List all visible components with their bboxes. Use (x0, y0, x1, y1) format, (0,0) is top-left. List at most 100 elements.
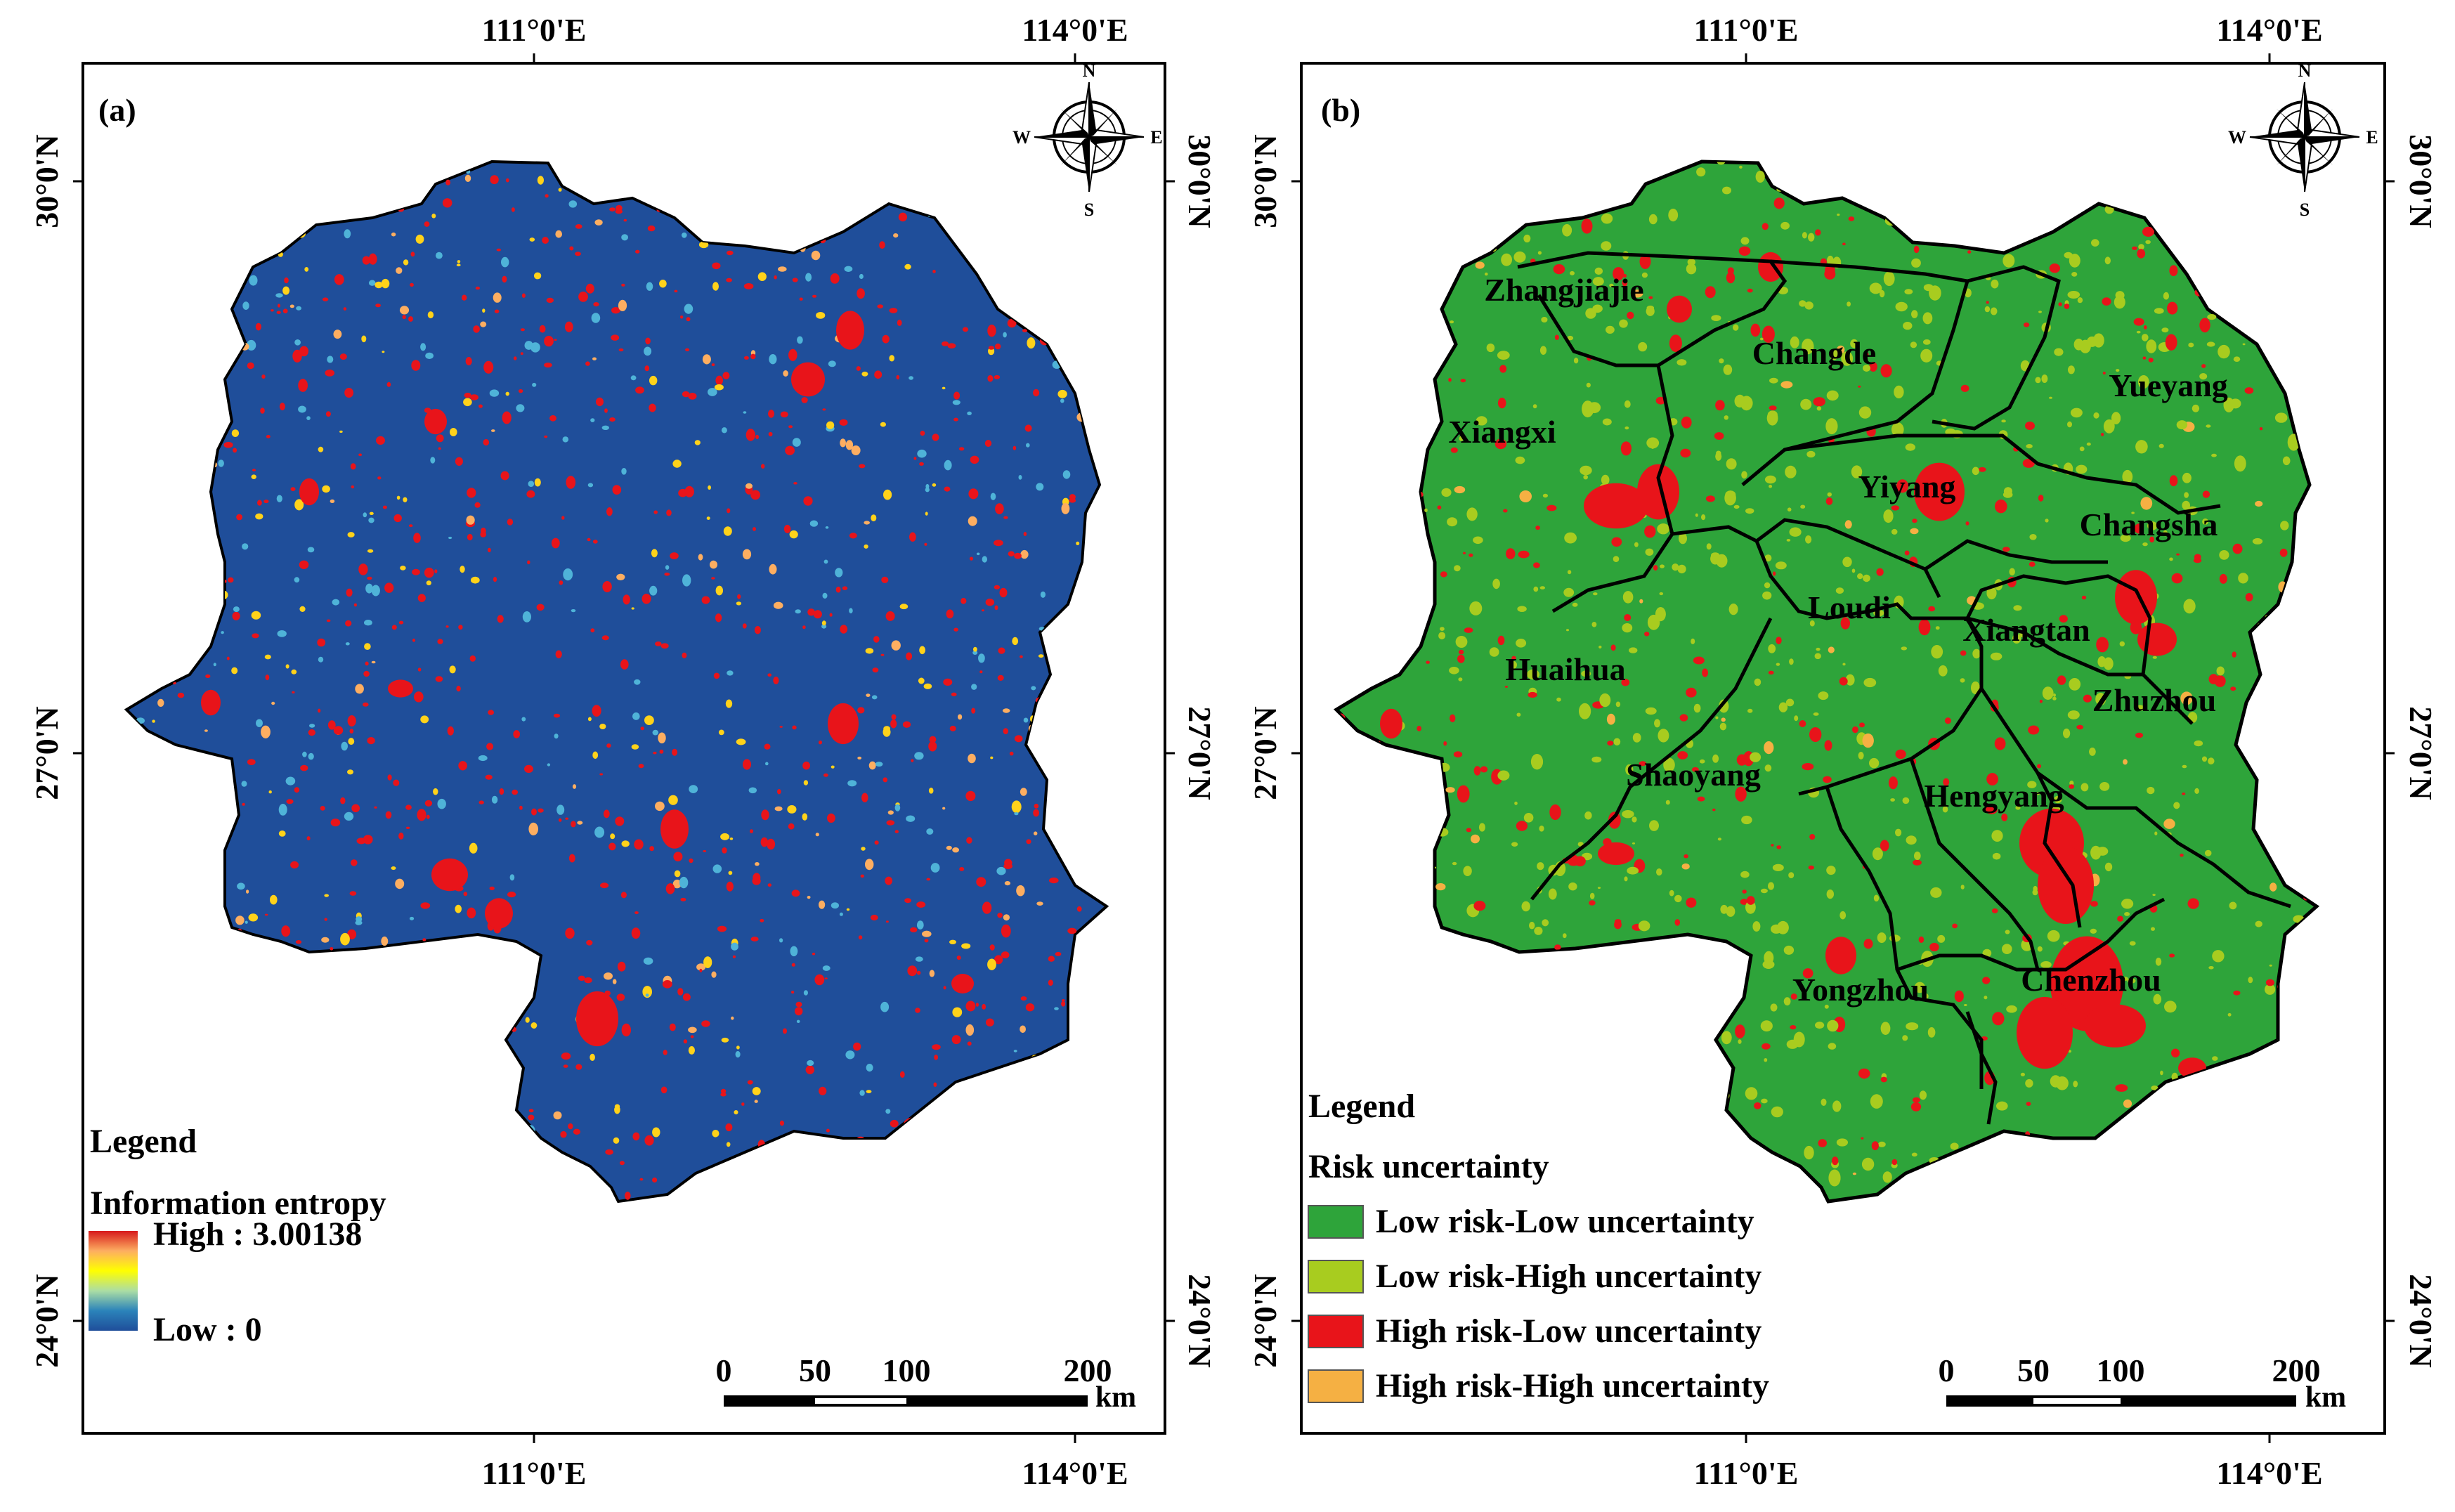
risk-speck (1346, 557, 1357, 569)
risk-speck (1844, 520, 1852, 529)
entropy-speck (701, 1020, 710, 1027)
risk-speck (1649, 820, 1659, 831)
risk-speck (1896, 479, 1909, 493)
entropy-speck (572, 784, 577, 789)
entropy-speck (1051, 178, 1060, 185)
risk-speck (1677, 751, 1688, 760)
risk-speck (2053, 693, 2056, 697)
entropy-speck (1044, 186, 1054, 194)
risk-speck (1469, 553, 1473, 557)
entropy-speck (614, 1104, 620, 1109)
risk-speck (1717, 162, 1726, 165)
risk-speck (2259, 427, 2263, 431)
entropy-speck (531, 808, 537, 816)
entropy-speck (894, 804, 901, 812)
entropy-speck (600, 882, 609, 889)
risk-speck (2229, 294, 2235, 298)
entropy-speck (363, 512, 367, 518)
entropy-speck (866, 693, 871, 697)
entropy-speck (812, 952, 816, 956)
risk-speck (1495, 438, 1507, 450)
risk-speck (1669, 334, 1682, 352)
risk-speck (2152, 894, 2156, 897)
risk-speck (2273, 258, 2286, 273)
risk-speck (1548, 888, 1557, 900)
risk-speck (2279, 632, 2284, 637)
entropy-speck (411, 150, 420, 160)
entropy-speck (593, 302, 599, 307)
risk-speck (1641, 272, 1648, 278)
risk-speck (1717, 838, 1721, 841)
risk-speck (1410, 808, 1423, 819)
entropy-speck (965, 790, 976, 802)
risk-speck (2215, 1095, 2226, 1108)
entropy-speck (233, 606, 240, 613)
entropy-speck (325, 370, 335, 377)
entropy-speck (294, 787, 300, 793)
risk-speck (1992, 1012, 2005, 1026)
risk-speck (1688, 1069, 1696, 1074)
risk-speck (1400, 955, 1410, 962)
risk-speck (2135, 1152, 2143, 1159)
graticule-ticks (1291, 53, 2395, 1443)
entropy-speck (248, 913, 259, 922)
entropy-speck (946, 609, 954, 619)
risk-speck (1827, 255, 1834, 266)
entropy-speck (822, 408, 826, 411)
entropy-speck (553, 1111, 562, 1120)
entropy-speck (1014, 735, 1023, 743)
risk-speck (1741, 815, 1752, 825)
risk-speck (1693, 656, 1705, 665)
risk-speck (1913, 170, 1925, 185)
risk-speck (1516, 712, 1521, 717)
entropy-speck (410, 282, 414, 287)
entropy-speck (277, 630, 287, 637)
entropy-speck (355, 684, 364, 694)
entropy-speck (237, 882, 245, 890)
risk-speck (1343, 887, 1353, 897)
risk-speck (2042, 686, 2054, 700)
entropy-speck (1040, 591, 1046, 598)
risk-speck (1512, 176, 1519, 183)
entropy-speck (715, 585, 723, 596)
risk-cluster (2178, 1057, 2206, 1078)
risk-speck (1764, 1058, 1768, 1062)
entropy-speck (437, 639, 443, 644)
risk-speck (1339, 853, 1346, 859)
risk-speck (2097, 656, 2106, 667)
risk-speck (2160, 1070, 2163, 1076)
risk-speck (2054, 348, 2064, 356)
risk-speck (1542, 493, 1548, 498)
risk-speck (1659, 592, 1664, 596)
entropy-speck (196, 319, 202, 325)
legend-item-2: Low risk-High uncertainty (1376, 1258, 1762, 1295)
risk-speck (2173, 802, 2180, 809)
entropy-speck (286, 799, 294, 804)
risk-speck (1986, 773, 1998, 786)
risk-speck (2025, 422, 2035, 430)
entropy-speck (791, 991, 795, 994)
entropy-speck (143, 575, 147, 580)
risk-speck (2036, 1189, 2042, 1197)
risk-speck (2218, 1184, 2230, 1200)
risk-speck (2279, 548, 2288, 557)
entropy-speck (395, 878, 405, 889)
entropy-speck (821, 624, 827, 629)
risk-speck (1964, 1004, 1967, 1006)
entropy-speck (244, 1061, 253, 1067)
entropy-speck (698, 241, 709, 249)
entropy-speck (694, 180, 704, 190)
risk-speck (2211, 453, 2217, 457)
entropy-speck (815, 833, 819, 837)
risk-speck (2206, 424, 2211, 428)
north-arrow: N S E W (2228, 60, 2378, 220)
risk-speck (1902, 797, 1910, 804)
entropy-speck (410, 252, 415, 257)
entropy-speck (216, 571, 219, 575)
legend-low: Low : 0 (153, 1311, 262, 1348)
risk-speck (2187, 898, 2199, 909)
entropy-speck (1004, 881, 1010, 886)
risk-speck (1361, 756, 1369, 764)
entropy-speck (159, 872, 164, 879)
risk-speck (1593, 1093, 1606, 1103)
